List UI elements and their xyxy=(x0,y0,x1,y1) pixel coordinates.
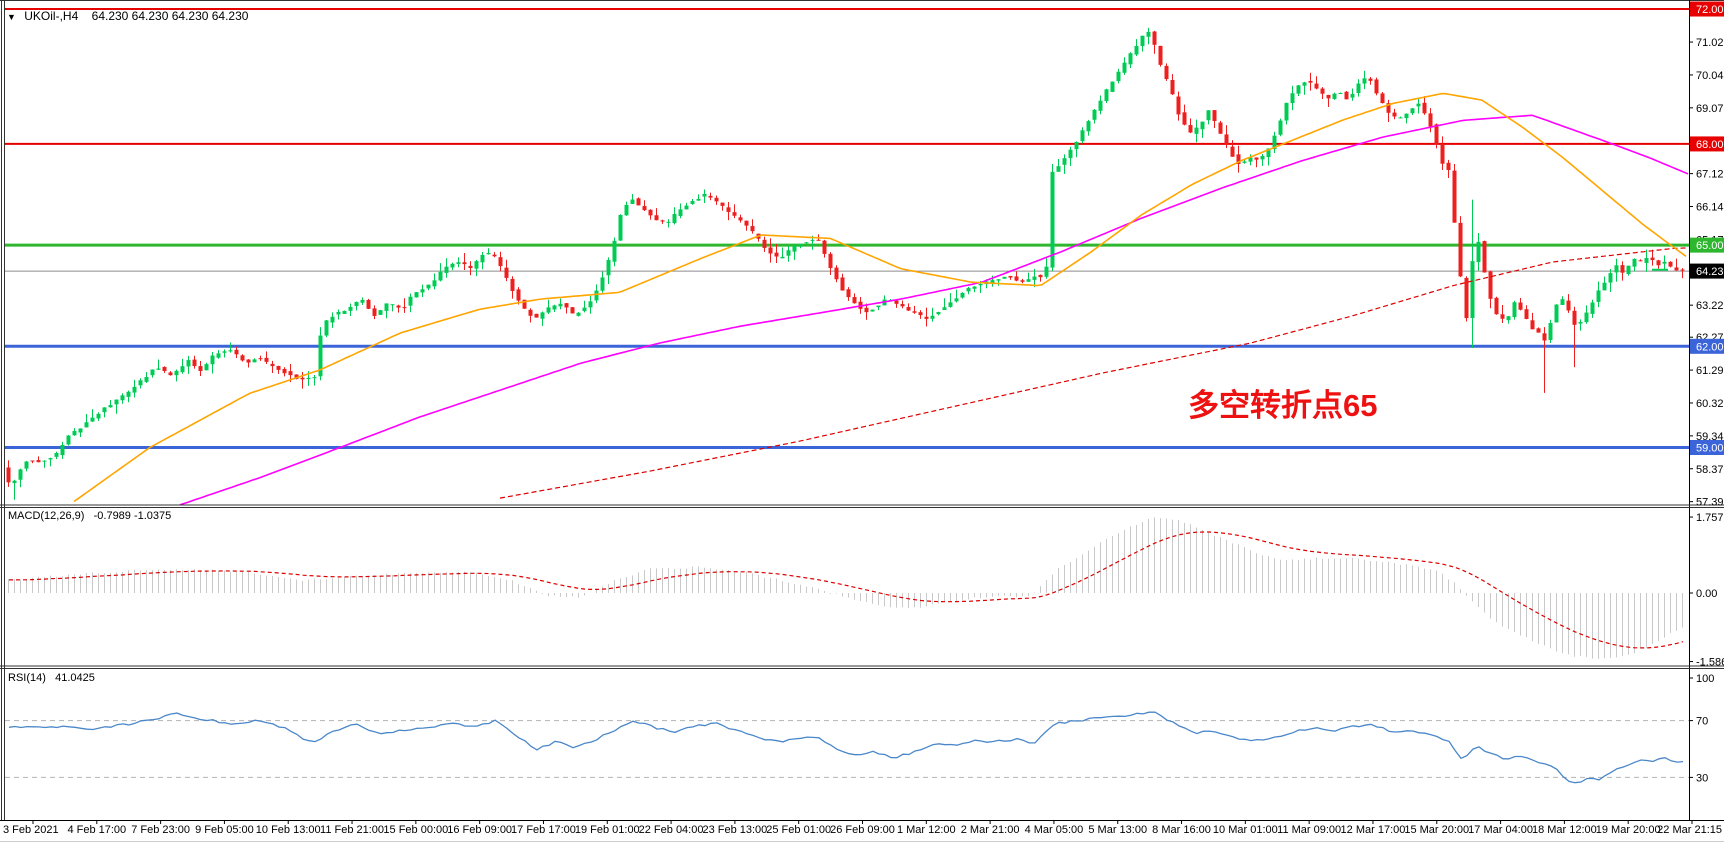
price-tick-label: 61.295 xyxy=(1696,365,1724,377)
time-tick-label: 3 Feb 2021 xyxy=(3,824,59,836)
price-level-badge xyxy=(1690,237,1724,253)
ma-fast-orange-line xyxy=(73,92,1687,503)
candlesticks xyxy=(6,27,1685,500)
time-tick-label: 10 Mar 01:00 xyxy=(1213,824,1278,836)
price-level-badge xyxy=(1690,440,1724,456)
macd-indicator-label: MACD(12,26,9) -0.7989 -1.0375 xyxy=(8,510,171,522)
time-tick-label: 23 Feb 13:00 xyxy=(702,824,767,836)
time-tick-label: 10 Feb 13:00 xyxy=(256,824,321,836)
price-tick-label: 67.120 xyxy=(1696,169,1724,181)
time-tick-label: 18 Mar 12:00 xyxy=(1532,824,1597,836)
time-tick-label: 17 Feb 17:00 xyxy=(511,824,576,836)
symbol-timeframe-label: UKOil-,H4 xyxy=(24,9,79,23)
rsi-tick-label: 100 xyxy=(1696,673,1714,685)
price-level-badge-label: 62.000 xyxy=(1696,341,1724,353)
ma-slow-red-line xyxy=(499,247,1689,499)
time-tick-label: 15 Feb 00:00 xyxy=(383,824,448,836)
time-tick-label: 19 Feb 01:00 xyxy=(575,824,640,836)
rsi-tick-label: 30 xyxy=(1696,772,1708,784)
price-level-badge-label: 64.230 xyxy=(1696,266,1724,278)
annotation-text[interactable]: 多空转折点65 xyxy=(1188,388,1378,423)
price-tick-label: 58.370 xyxy=(1696,464,1724,476)
price-tick-label: 60.320 xyxy=(1696,398,1724,410)
time-tick-label: 16 Feb 09:00 xyxy=(447,824,512,836)
time-tick-label: 15 Mar 20:00 xyxy=(1404,824,1469,836)
macd-tick-label: 0.00 xyxy=(1696,588,1717,600)
macd-tick-label: 1.7579 xyxy=(1696,512,1724,524)
ma-mid-magenta-line xyxy=(179,114,1689,506)
macd-signal-line xyxy=(9,531,1684,649)
time-tick-label: 12 Mar 17:00 xyxy=(1341,824,1406,836)
macd-values: -0.7989 -1.0375 xyxy=(93,510,172,522)
chart-dropdown-icon[interactable]: ▼ xyxy=(7,12,16,22)
price-level-badge-label: 65.000 xyxy=(1696,240,1724,252)
time-tick-label: 5 Mar 13:00 xyxy=(1088,824,1147,836)
time-tick-label: 11 Feb 21:00 xyxy=(320,824,384,836)
time-tick-label: 7 Feb 23:00 xyxy=(131,824,190,836)
price-tick-label: 69.070 xyxy=(1696,103,1724,115)
price-level-badge xyxy=(1690,136,1724,152)
price-level-badge-label: 68.000 xyxy=(1696,139,1724,151)
time-tick-label: 26 Feb 09:00 xyxy=(830,824,895,836)
time-tick-label: 4 Mar 05:00 xyxy=(1025,824,1084,836)
time-tick-label: 22 Mar 21:15 xyxy=(1657,824,1722,836)
price-level-badge xyxy=(1690,1,1724,17)
price-tick-label: 70.045 xyxy=(1696,70,1724,82)
price-tick-label: 59.345 xyxy=(1696,431,1724,443)
macd-tick-label: -1.5867 xyxy=(1696,657,1724,669)
ohlc-quotes-label: 64.230 64.230 64.230 64.230 xyxy=(91,9,249,23)
price-tick-label: 71.020 xyxy=(1696,37,1724,49)
time-tick-label: 4 Feb 17:00 xyxy=(67,824,126,836)
time-tick-label: 9 Feb 05:00 xyxy=(195,824,254,836)
time-tick-label: 1 Mar 12:00 xyxy=(897,824,956,836)
rsi-value: 41.0425 xyxy=(55,672,95,684)
time-tick-label: 8 Mar 16:00 xyxy=(1152,824,1211,836)
time-tick-label: 19 Mar 20:00 xyxy=(1596,824,1661,836)
price-tick-label: 57.395 xyxy=(1696,497,1724,509)
chart-header: ▼ UKOil-,H4 64.230 64.230 64.230 64.230 xyxy=(7,9,248,23)
price-level-badge-label: 59.000 xyxy=(1696,443,1724,455)
time-tick-label: 22 Feb 04:00 xyxy=(639,824,704,836)
macd-name: MACD(12,26,9) xyxy=(8,510,85,522)
price-tick-label: 63.220 xyxy=(1696,300,1724,312)
macd-histogram xyxy=(8,517,1683,659)
rsi-tick-label: 70 xyxy=(1696,716,1708,728)
price-tick-label: 66.145 xyxy=(1696,202,1724,214)
time-tick-label: 2 Mar 21:00 xyxy=(961,824,1020,836)
time-tick-label: 17 Mar 04:00 xyxy=(1468,824,1533,836)
rsi-line xyxy=(8,711,1684,784)
price-level-badge xyxy=(1690,338,1724,354)
price-level-badge xyxy=(1690,263,1724,279)
time-tick-label: 25 Feb 01:00 xyxy=(766,824,831,836)
time-tick-label: 11 Mar 09:00 xyxy=(1277,824,1341,836)
rsi-indicator-label: RSI(14) 41.0425 xyxy=(8,672,95,684)
rsi-name: RSI(14) xyxy=(8,672,46,684)
price-level-badge-label: 72.000 xyxy=(1696,4,1724,16)
